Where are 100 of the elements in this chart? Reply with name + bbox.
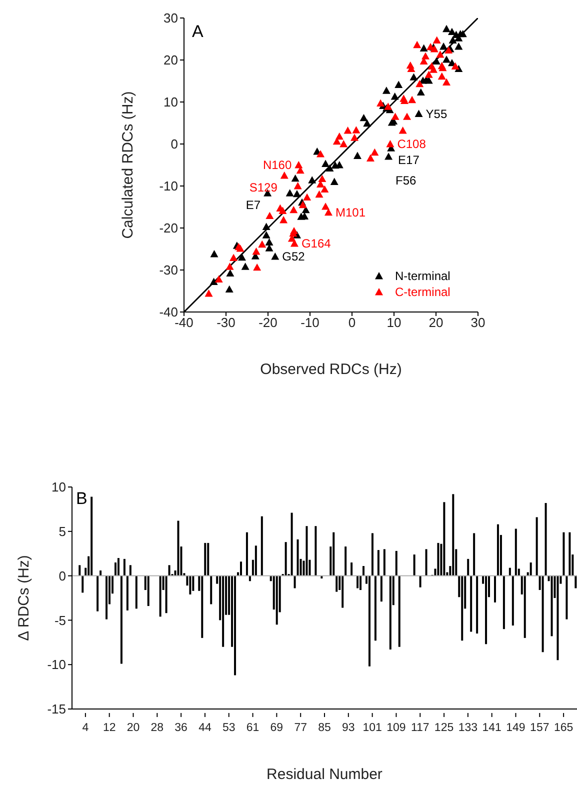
x-axis-title: Observed RDCs (Hz) xyxy=(260,361,402,378)
bar xyxy=(192,576,194,591)
x-tick-label: 157 xyxy=(530,722,550,734)
bar xyxy=(461,576,464,641)
bar xyxy=(550,576,553,636)
x-tick-label: 20 xyxy=(428,315,444,330)
bar xyxy=(494,576,496,602)
bar xyxy=(476,576,478,634)
annotation: E17 xyxy=(398,153,420,168)
annotation: E7 xyxy=(246,198,261,212)
annotation: S129 xyxy=(249,180,278,194)
bar xyxy=(126,576,128,610)
bar xyxy=(419,576,422,588)
x-tick-label: -10 xyxy=(300,315,320,330)
chart-title: A xyxy=(192,22,204,42)
bar xyxy=(210,576,212,604)
y-tick-label: -10 xyxy=(159,178,178,194)
bar xyxy=(342,576,344,608)
bar xyxy=(350,562,353,576)
bar xyxy=(389,576,392,650)
bar xyxy=(129,565,132,576)
bar xyxy=(314,526,317,576)
y-tick-label: -5 xyxy=(54,612,66,628)
bar xyxy=(106,576,108,620)
x-tick-label: 165 xyxy=(554,722,574,734)
bar xyxy=(78,565,81,576)
y-tick-label: 10 xyxy=(52,480,66,495)
y-tick-label: 0 xyxy=(58,568,66,584)
bar xyxy=(377,550,380,576)
x-tick-label: 28 xyxy=(150,722,164,734)
bar xyxy=(467,558,470,576)
bar xyxy=(332,532,335,576)
bar xyxy=(530,562,532,576)
bar xyxy=(222,576,224,647)
bar xyxy=(443,502,446,576)
bar xyxy=(100,570,102,576)
bar xyxy=(413,554,416,576)
y-tick-label: -15 xyxy=(47,702,66,717)
bar xyxy=(568,532,571,576)
bar xyxy=(114,562,116,576)
x-tick-label: 12 xyxy=(102,722,116,734)
x-axis-title: Residual Number xyxy=(266,766,382,783)
bar xyxy=(204,542,206,576)
annotation: M101 xyxy=(335,205,366,220)
annotation: G164 xyxy=(301,236,332,251)
bar xyxy=(374,576,376,641)
bar xyxy=(371,533,374,576)
bar xyxy=(452,494,454,576)
bar xyxy=(260,516,263,576)
legend-label: C-terminal xyxy=(395,284,450,300)
x-tick-label: 77 xyxy=(294,722,307,734)
bar xyxy=(294,576,296,588)
bar xyxy=(502,576,505,630)
bar xyxy=(383,549,386,576)
x-tick-label: 53 xyxy=(222,722,236,734)
bar xyxy=(544,502,547,576)
bar xyxy=(147,576,150,606)
bar xyxy=(123,558,126,576)
bar xyxy=(90,496,93,576)
bar xyxy=(536,517,538,576)
y-axis-title: Δ RDCs (Hz) xyxy=(15,555,32,641)
bar xyxy=(380,576,382,602)
bar xyxy=(254,546,257,576)
bar xyxy=(496,524,499,576)
bar xyxy=(566,576,568,620)
bar xyxy=(542,576,544,652)
y-tick-label: 30 xyxy=(164,10,178,26)
x-tick-label: 30 xyxy=(470,315,486,330)
bar xyxy=(82,576,84,593)
annotation: F56 xyxy=(396,174,417,188)
bar xyxy=(240,562,242,576)
annotation: C108 xyxy=(397,137,426,151)
bar xyxy=(120,576,122,664)
annotation: N160 xyxy=(262,158,292,172)
y-tick-label: -10 xyxy=(47,657,66,672)
bar xyxy=(356,576,359,588)
bar xyxy=(425,549,428,576)
bar xyxy=(159,576,162,617)
y-tick-label: -30 xyxy=(159,262,178,278)
y-tick-label: 5 xyxy=(58,524,66,540)
x-tick-label: -30 xyxy=(216,315,236,330)
y-axis-title: Calculated RDCs (Hz) xyxy=(119,91,136,239)
bar xyxy=(556,576,559,660)
bar xyxy=(207,542,210,576)
bar xyxy=(360,576,362,590)
x-tick-label: 109 xyxy=(386,722,406,734)
x-tick-label: 93 xyxy=(342,722,355,734)
x-tick-label: 125 xyxy=(434,722,454,734)
bar xyxy=(485,576,488,644)
bar xyxy=(368,576,370,666)
bar xyxy=(276,576,278,625)
bar xyxy=(336,576,338,592)
bar xyxy=(508,568,511,576)
annotation: Y55 xyxy=(426,106,448,121)
y-tick-label: -20 xyxy=(159,220,178,236)
bar xyxy=(362,566,365,576)
bar xyxy=(296,539,299,576)
bar xyxy=(562,532,565,576)
bar xyxy=(470,576,472,632)
bar xyxy=(201,576,204,638)
